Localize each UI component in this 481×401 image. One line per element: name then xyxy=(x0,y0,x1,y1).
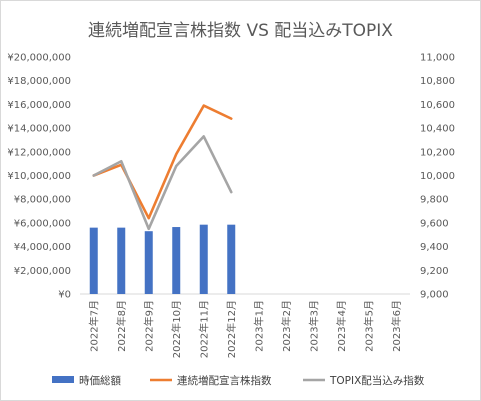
x-axis-tick-label: 2022年10月 xyxy=(170,300,183,358)
right-axis-tick-label: 9,400 xyxy=(420,242,449,253)
bar xyxy=(199,224,208,294)
bar-series xyxy=(89,224,236,294)
right-axis-tick-label: 11,000 xyxy=(420,53,455,64)
right-axis: 9,000 9,200 9,400 9,600 9,800 10,000 10,200 10,… xyxy=(420,53,455,301)
right-axis-tick-label: 9,600 xyxy=(420,218,449,229)
legend-item: 連続増配宣言株指数 xyxy=(150,374,272,387)
bar xyxy=(144,231,153,294)
left-axis-tick-label: ¥14,000,000 xyxy=(7,124,71,135)
x-axis-tick-label: 2022年12月 xyxy=(225,300,238,358)
legend-item: 時価総額 xyxy=(52,374,121,387)
x-axis-tick-label: 2022年7月 xyxy=(87,300,100,352)
chart-title: 連続増配宣言株指数 VS 配当込みTOPIX xyxy=(88,21,393,41)
bar xyxy=(227,224,236,294)
x-axis-tick-label: 2022年9月 xyxy=(142,300,155,352)
bar xyxy=(172,227,181,294)
right-axis-tick-label: 10,600 xyxy=(420,100,455,111)
bar xyxy=(117,227,126,294)
left-axis-tick-label: ¥4,000,000 xyxy=(14,242,71,253)
x-axis-tick-label: 2022年11月 xyxy=(197,300,210,358)
right-axis-tick-label: 9,800 xyxy=(420,195,449,206)
line-series xyxy=(92,104,233,231)
series-line xyxy=(92,135,233,231)
left-axis-tick-label: ¥18,000,000 xyxy=(7,76,71,87)
legend-label: 連続増配宣言株指数 xyxy=(177,374,272,387)
x-axis-tick-label: 2023年2月 xyxy=(280,300,293,352)
right-axis-tick-label: 9,200 xyxy=(420,266,449,277)
left-axis-tick-label: ¥2,000,000 xyxy=(14,266,71,277)
right-axis-tick-label: 9,000 xyxy=(420,290,449,301)
left-axis-tick-label: ¥20,000,000 xyxy=(7,53,71,64)
x-axis-tick-label: 2023年6月 xyxy=(390,300,403,352)
legend-swatch xyxy=(52,376,74,383)
right-axis-tick-label: 10,400 xyxy=(420,124,455,135)
left-axis-tick-label: ¥6,000,000 xyxy=(14,218,71,229)
x-axis: 2022年7月 2022年8月 2022年9月 2022年10月 2022年11月 202… xyxy=(87,300,403,358)
x-axis-tick-label: 2023年1月 xyxy=(252,300,265,352)
legend: 時価総額 連続増配宣言株指数 TOPIX配当込み指数 xyxy=(52,374,425,387)
left-axis-tick-label: ¥0 xyxy=(58,290,71,301)
x-axis-tick-label: 2023年3月 xyxy=(307,300,320,352)
legend-item: TOPIX配当込み指数 xyxy=(303,374,425,387)
left-axis-tick-label: ¥16,000,000 xyxy=(7,100,71,111)
left-axis-tick-label: ¥10,000,000 xyxy=(7,171,71,182)
bar xyxy=(89,227,98,294)
x-axis-tick-label: 2022年8月 xyxy=(115,300,128,352)
right-axis-tick-label: 10,800 xyxy=(420,76,455,87)
left-axis-tick-label: ¥12,000,000 xyxy=(7,147,71,158)
left-axis-tick-label: ¥8,000,000 xyxy=(14,195,71,206)
legend-label: TOPIX配当込み指数 xyxy=(329,374,425,387)
legend-label: 時価総額 xyxy=(79,374,121,387)
left-axis: ¥0 ¥2,000,000 ¥4,000,000 ¥6,000,000 ¥8,000,0… xyxy=(7,53,71,301)
x-axis-tick-label: 2023年4月 xyxy=(335,300,348,352)
x-axis-tick-label: 2023年5月 xyxy=(362,300,375,352)
right-axis-tick-label: 10,000 xyxy=(420,171,455,182)
right-axis-tick-label: 10,200 xyxy=(420,147,455,158)
series-line xyxy=(92,104,233,220)
